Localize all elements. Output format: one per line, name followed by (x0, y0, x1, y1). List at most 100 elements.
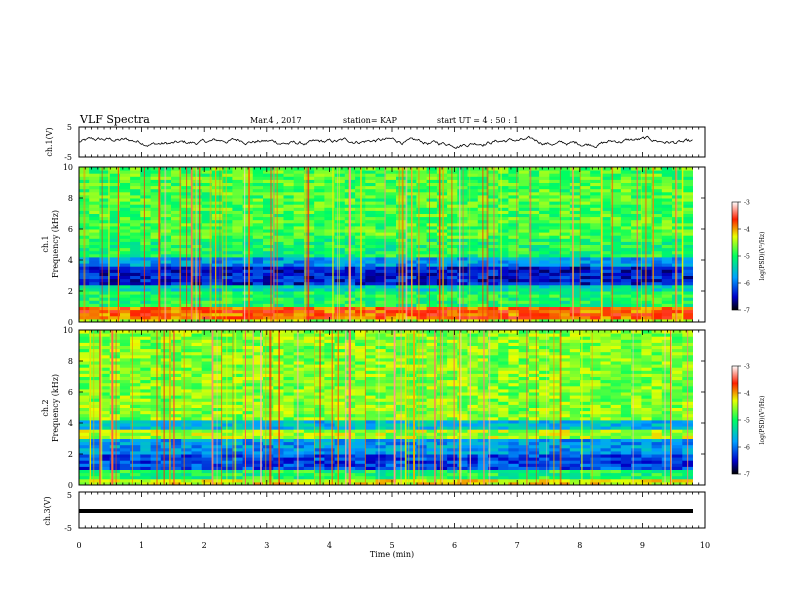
ch2-spec-cell (426, 382, 438, 387)
ch1-spec-cell (222, 266, 233, 270)
ch2-spec-cell (191, 423, 203, 427)
ch2-spec-cell (293, 481, 305, 486)
ch2-spec-cell (191, 475, 203, 480)
ch2-spec-cell (181, 385, 192, 390)
ch2-spec-cell (242, 475, 254, 480)
ch1-spec-cell (242, 253, 254, 258)
ch1-spec-cell (293, 297, 305, 301)
ch1-spec-cell (682, 207, 693, 211)
ch1-spec-cell (222, 167, 233, 171)
ch2-spec-cell (293, 460, 305, 464)
ch2-spec-cell (406, 342, 417, 346)
ch2-spec-cell (385, 330, 397, 334)
ch1-spec-cell (631, 185, 642, 190)
ch2-spec-cell (293, 376, 305, 381)
ch2-spec-cell (232, 330, 244, 334)
ch2-spec-cell (181, 354, 192, 359)
ch1-spec-cell (150, 182, 162, 187)
ch2-spec-cell (242, 404, 254, 408)
ch2-spec-cell (181, 370, 192, 374)
ch1-spec-cell (600, 213, 612, 218)
ch1-spec-cell (528, 222, 540, 227)
ch1-spec-cell (528, 294, 540, 298)
ch1-spec-cell (140, 219, 151, 224)
ch1-spec-cell (242, 300, 254, 304)
ch1-spec-cell (140, 225, 151, 230)
ch1-spec-cell (569, 188, 581, 193)
ch1-spec-cell (222, 241, 233, 245)
ch2-spec-cell (130, 435, 141, 439)
ch1-spec-cell (600, 176, 612, 180)
ch1-spec-cell (273, 194, 284, 199)
ch1-spec-cell (651, 219, 663, 224)
ch1-spec-cell (498, 309, 509, 314)
ch1-spec-cell (385, 284, 397, 289)
ch1-spec-cell (150, 213, 162, 218)
ch1-spec-cell (682, 309, 693, 314)
ch2-spec-cell (140, 336, 151, 340)
ch1-spec-cell (252, 216, 264, 221)
ch2-spec-cell (242, 367, 254, 371)
ch2-spec-cell (99, 457, 111, 461)
ch1-spec-cell (222, 287, 233, 292)
ch1-spec-cell (518, 272, 530, 276)
ch2-spec-cell (150, 370, 162, 374)
ch1-spec-cell (130, 269, 141, 273)
ch2-spec-cell (252, 475, 264, 480)
ch1-spec-cell (201, 176, 213, 180)
ch1-spec-cell (171, 238, 182, 242)
ch2-spec-cell (232, 463, 244, 467)
ch2-spec-cell (283, 429, 295, 433)
ch2-spec-cell (191, 342, 203, 346)
ch1-spec-cell (528, 235, 540, 239)
ch2-spec-cell (263, 413, 274, 418)
ch2-spec-cell (416, 469, 428, 474)
ch2-spec-cell (426, 339, 438, 343)
ch1-spec-cell (252, 300, 264, 304)
ch1-spec-cell (518, 194, 530, 199)
ch2-spec-cell (150, 354, 162, 359)
ch1-spec-cell (569, 213, 581, 218)
ch1-spec-cell (283, 266, 295, 270)
ch1-spec-cell (119, 185, 131, 190)
ch2-spec-cell (324, 419, 336, 424)
ch2-spec-cell (303, 438, 315, 443)
ch1-spec-cell (303, 315, 315, 320)
ch2-spec-cell (303, 379, 315, 384)
ch2-spec-cell (252, 478, 264, 483)
ch1-spec-cell (610, 207, 622, 211)
ch2-spec-cell (232, 413, 244, 418)
ch1-spec-cell (140, 179, 151, 183)
ch1-spec-cell (375, 167, 387, 171)
ch1-spec-cell (518, 303, 530, 307)
ch2-spec-cell (181, 395, 192, 399)
ch1-spec-cell (528, 275, 540, 280)
ch2-spec-cell (171, 419, 182, 424)
ch1-spec-cell (211, 210, 223, 214)
ch2-spec-cell (293, 423, 305, 427)
ch1-spec-cell (661, 266, 673, 270)
ch2-spec-cell (303, 454, 315, 458)
ch2-spec-cell (130, 342, 141, 346)
ch1-spec-cell (242, 309, 254, 314)
ch1-spec-cell (314, 297, 325, 301)
ch1-spec-cell (610, 210, 622, 214)
ch2-spec-cell (375, 460, 387, 464)
ch1-spec-cell (539, 256, 550, 261)
ch1-spec-cell (314, 250, 325, 255)
ch2-spec-cell (252, 330, 264, 334)
ch2-spec-cell (406, 392, 417, 396)
ch1-spec-cell (426, 303, 438, 307)
ch1-spec-cell (416, 303, 428, 307)
ch1-spec-cell (396, 225, 407, 230)
ch2-spec-cell (263, 454, 274, 458)
ch1-spec-cell (109, 204, 121, 208)
ch1-spec-cell (559, 182, 571, 187)
ch2-spec-cell (201, 339, 213, 343)
ch1-spec-cell (99, 191, 111, 196)
ch2-spec-cell (457, 395, 468, 399)
ch1-spec-cell (171, 198, 182, 202)
ch1-spec-cell (651, 278, 663, 283)
ch2-spec-cell (365, 379, 376, 384)
ch2-spec-cell (303, 370, 315, 374)
